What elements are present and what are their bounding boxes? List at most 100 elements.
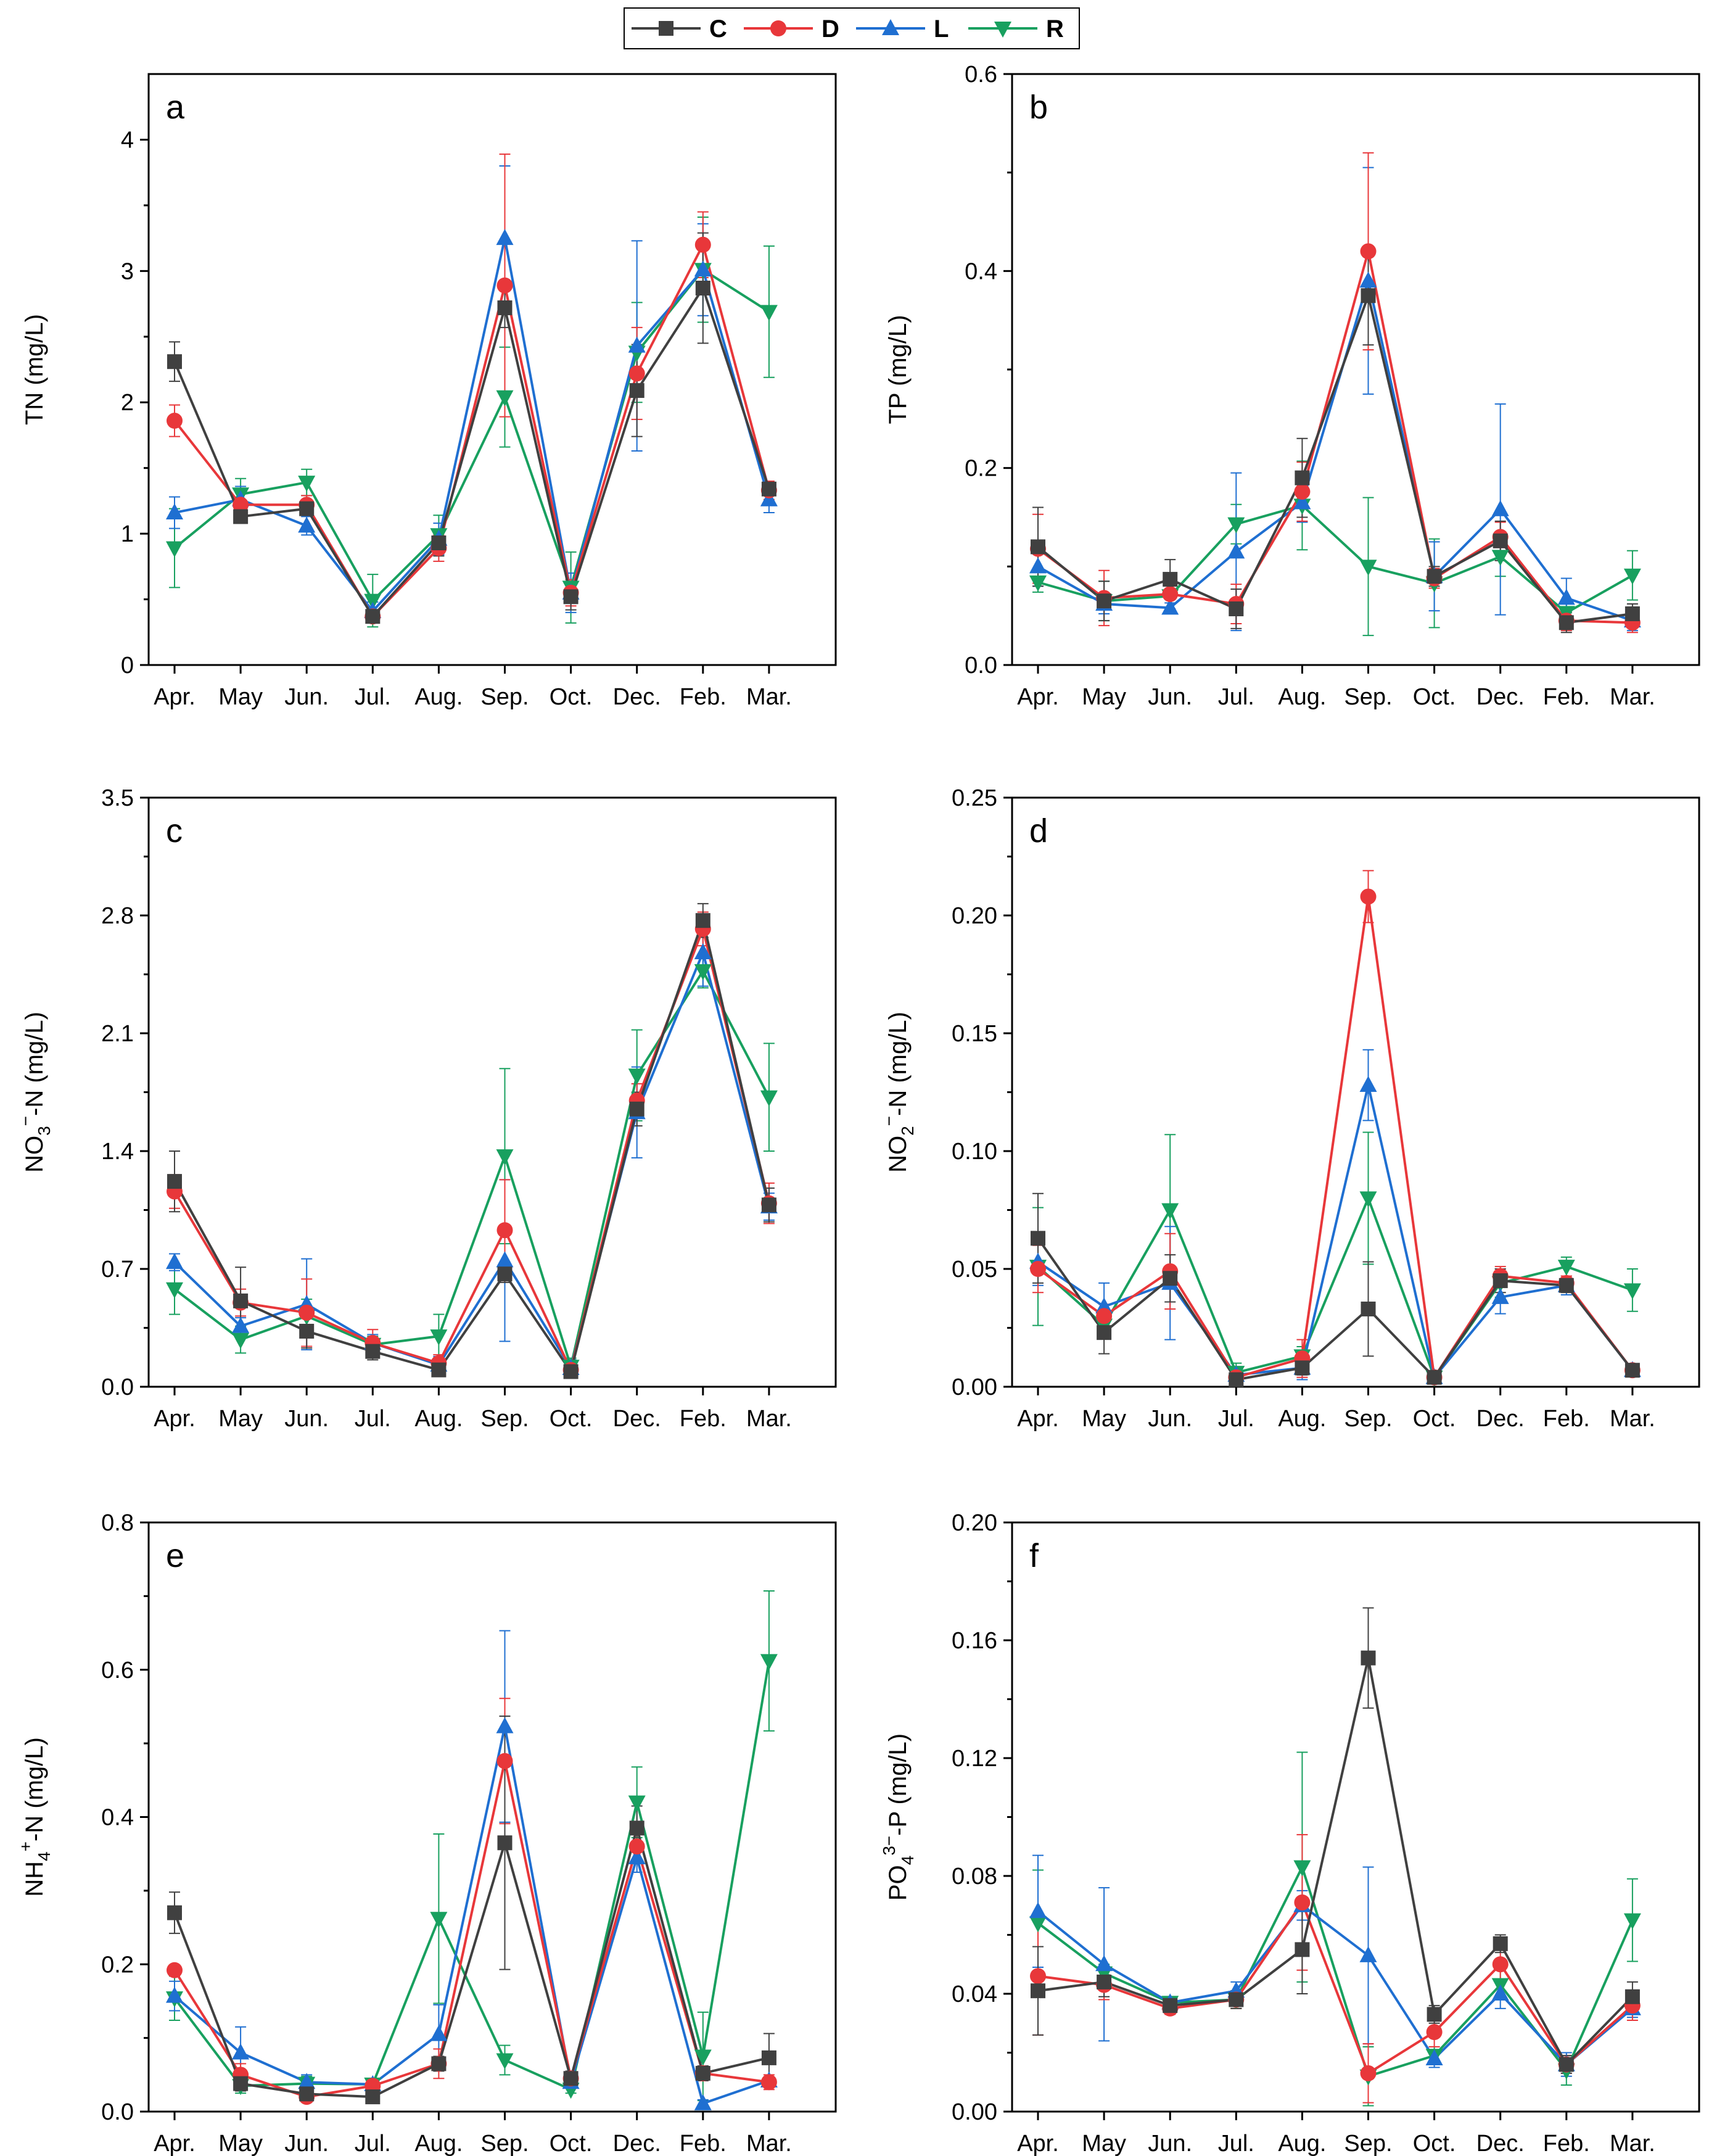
plot-frame-c — [147, 796, 837, 1388]
series-line-C — [173, 287, 770, 618]
x-tick-label: May — [218, 684, 263, 710]
y-axis-title: NH4+-N (mg/L) — [16, 1737, 54, 1897]
x-tick-label: Feb. — [1543, 2131, 1590, 2156]
data-point-C — [695, 913, 710, 928]
series-markers-D — [167, 236, 777, 625]
data-point-C — [431, 535, 447, 551]
y-tick-label: 3.5 — [101, 785, 134, 811]
y-tick-label: 0.15 — [952, 1021, 997, 1047]
y-tick-label: 0.4 — [965, 258, 997, 284]
x-tick-label: Mar. — [1610, 2131, 1655, 2156]
data-point-C — [1625, 1989, 1640, 2004]
series-markers-D — [167, 1753, 777, 2105]
data-point-C — [431, 2056, 447, 2071]
series-line-D — [1037, 1901, 1634, 2075]
data-point-L — [1161, 598, 1179, 615]
data-point-C — [629, 1101, 644, 1117]
y-axis-title: TP (mg/L) — [884, 315, 912, 424]
series-line-L — [1037, 279, 1633, 622]
data-point-L — [166, 1986, 183, 2003]
data-point-C — [1031, 1983, 1045, 1999]
data-point-D — [1360, 243, 1377, 260]
plot-frame-b — [1011, 73, 1700, 666]
panel-b: b 0.0 0.2 0.4 0.6 Apr. May Jun. Jul. Aug. Sep. Oct.… — [884, 62, 1700, 710]
y-axis-title: NO2−-N (mg/L) — [879, 1012, 917, 1173]
data-point-C — [365, 609, 381, 624]
x-tick-label: Mar. — [746, 2131, 792, 2156]
data-point-D — [299, 1304, 315, 1321]
series-markers-C — [167, 1820, 776, 2105]
data-point-C — [1031, 1231, 1045, 1246]
data-point-R — [1029, 575, 1047, 592]
x-tick-label: May — [1082, 1406, 1126, 1432]
x-tick-label: Apr. — [154, 1406, 196, 1432]
data-point-D — [1030, 1261, 1046, 1277]
legend-label-R: R — [1046, 15, 1064, 43]
data-point-L — [1293, 493, 1311, 510]
data-point-L — [628, 1848, 646, 1865]
data-point-C — [761, 1197, 776, 1213]
y-tick-label: 0.6 — [101, 1658, 134, 1683]
x-tick-label: Jul. — [355, 684, 391, 710]
series-markers-C — [1031, 1650, 1640, 2072]
series-line-D — [173, 927, 770, 1371]
data-point-C — [1427, 1369, 1442, 1385]
data-point-C — [1493, 1273, 1508, 1289]
series-markers-C — [1031, 288, 1640, 630]
y-tick-label: 2.1 — [101, 1021, 134, 1047]
legend-label-D: D — [822, 15, 839, 43]
data-point-C — [299, 1323, 315, 1339]
data-point-C — [497, 300, 513, 315]
x-tick-label: May — [218, 2131, 263, 2156]
data-point-R — [694, 2049, 712, 2066]
x-tick-label: Jun. — [1148, 1406, 1192, 1432]
data-point-R — [760, 1090, 778, 1107]
x-tick-label: Dec. — [1476, 2131, 1525, 2156]
data-point-C — [497, 1835, 513, 1851]
legend-label-L: L — [934, 15, 949, 43]
data-point-L — [694, 943, 712, 960]
data-point-C — [695, 2065, 710, 2081]
y-tick-label: 0.25 — [952, 785, 997, 811]
series-line-C — [173, 919, 770, 1373]
data-point-L — [166, 503, 183, 520]
data-point-C — [1625, 606, 1640, 621]
data-point-C — [1559, 1278, 1574, 1293]
y-tick-label: 0.8 — [101, 1510, 134, 1536]
panel-letter-b: b — [1029, 89, 1048, 126]
data-point-D — [1294, 1894, 1311, 1910]
x-tick-label: Sep. — [480, 1406, 529, 1432]
data-point-D — [496, 277, 513, 294]
x-tick-label: Jul. — [1218, 2131, 1254, 2156]
y-tick-label: 0.16 — [952, 1628, 997, 1654]
data-point-L — [1095, 1955, 1113, 1972]
y-tick-label: 0.2 — [101, 1952, 134, 1978]
x-tick-label: Aug. — [414, 684, 463, 710]
x-tick-label: Jun. — [284, 2131, 329, 2156]
data-point-R — [364, 593, 382, 610]
panel-letter-d: d — [1029, 812, 1048, 849]
data-point-C — [1229, 1372, 1244, 1387]
panel-letter-e: e — [166, 1537, 184, 1574]
x-tick-label: Feb. — [680, 684, 727, 710]
data-point-C — [1361, 288, 1376, 304]
series-line-L — [1037, 1904, 1634, 2066]
x-tick-label: Dec. — [613, 1406, 661, 1432]
x-tick-label: Apr. — [1017, 2131, 1059, 2156]
y-tick-label: 0.10 — [952, 1139, 997, 1165]
x-tick-label: Sep. — [480, 684, 529, 710]
data-point-C — [1559, 615, 1574, 630]
data-point-L — [1491, 1985, 1509, 2001]
x-tick-label: Mar. — [1610, 684, 1655, 710]
y-tick-label: 0.20 — [952, 1510, 997, 1536]
x-tick-label: Oct. — [550, 684, 593, 710]
x-tick-label: May — [1082, 684, 1126, 710]
data-point-C — [1625, 1363, 1640, 1378]
data-point-R — [298, 476, 316, 492]
series-line-R — [1037, 1865, 1634, 2078]
data-point-R — [496, 1149, 514, 1166]
data-point-L — [1425, 2049, 1443, 2066]
x-tick-label: Aug. — [414, 1406, 463, 1432]
